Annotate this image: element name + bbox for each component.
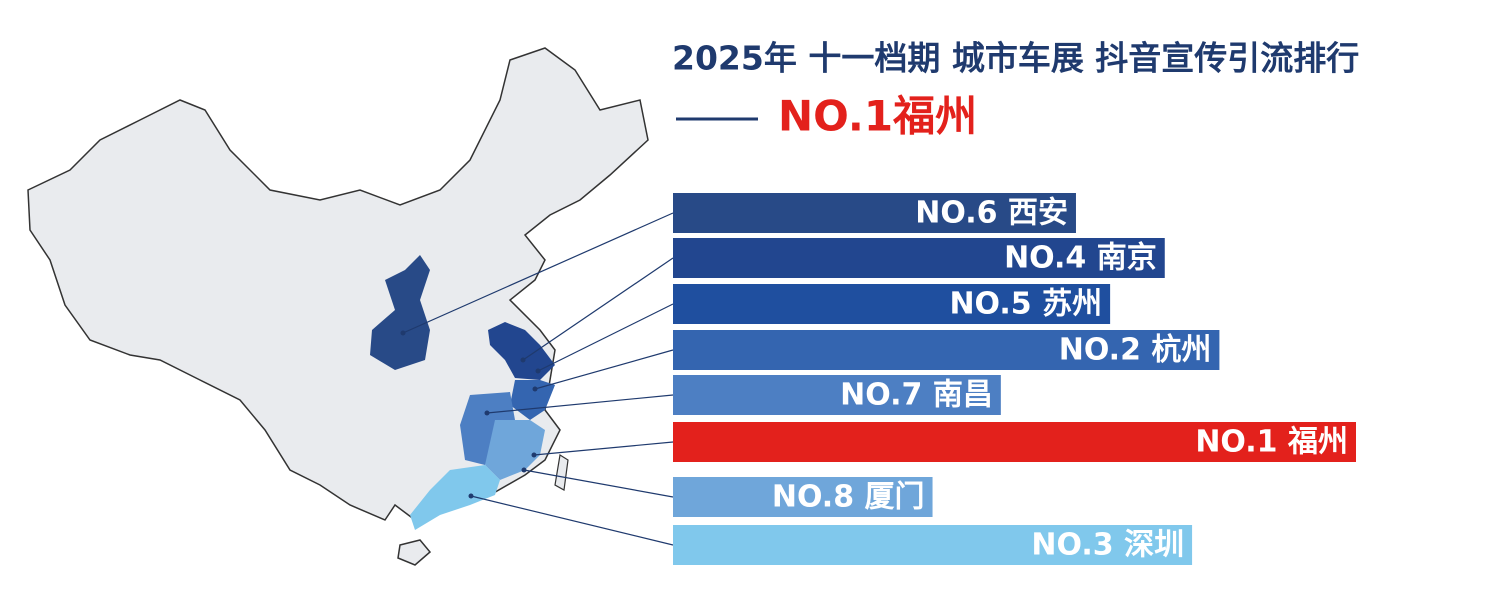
province-jiangxi [460,392,515,465]
bar [673,284,1111,324]
bar [673,193,1076,233]
leader-line [522,257,674,361]
bar [673,477,933,517]
city-dot [484,410,490,416]
city-dot [531,452,537,458]
bar-label: NO.2 杭州 [1059,333,1212,368]
bar [673,525,1193,565]
bar [673,375,1001,415]
province-shaanxi [370,255,430,370]
bar-label: NO.5 苏州 [949,287,1102,322]
bar-label: NO.4 南京 [1004,241,1157,276]
city-dot [521,467,527,473]
city-dot [520,357,526,363]
leader-line [523,469,674,498]
leader-line [486,394,674,414]
bar-label: NO.6 西安 [915,196,1068,231]
bar-label: NO.1 福州 [1195,425,1348,460]
subtitle: NO.1福州 [778,92,977,141]
city-dot [535,368,541,374]
province-fujian [485,420,545,480]
leader-line [402,212,674,334]
leader-line [470,495,674,546]
leader-line [533,441,674,456]
city-dot [532,386,538,392]
bar [673,422,1356,462]
province-guangdong [410,465,500,530]
bar [673,238,1165,278]
bar-label: NO.3 深圳 [1031,528,1184,563]
bar [673,330,1220,370]
taiwan [554,454,569,491]
leader-line [534,349,674,390]
title: 2025年 十一档期 城市车展 抖音宣传引流排行 [672,39,1359,78]
china-map [27,47,649,566]
province-jiangsu [488,322,555,380]
leader-line [537,303,674,372]
map-outline [27,47,649,521]
city-dot [468,493,474,499]
city-dot [400,330,406,336]
bar-label: NO.7 南昌 [840,378,993,413]
hainan [397,539,432,566]
bar-label: NO.8 厦门 [772,480,925,515]
